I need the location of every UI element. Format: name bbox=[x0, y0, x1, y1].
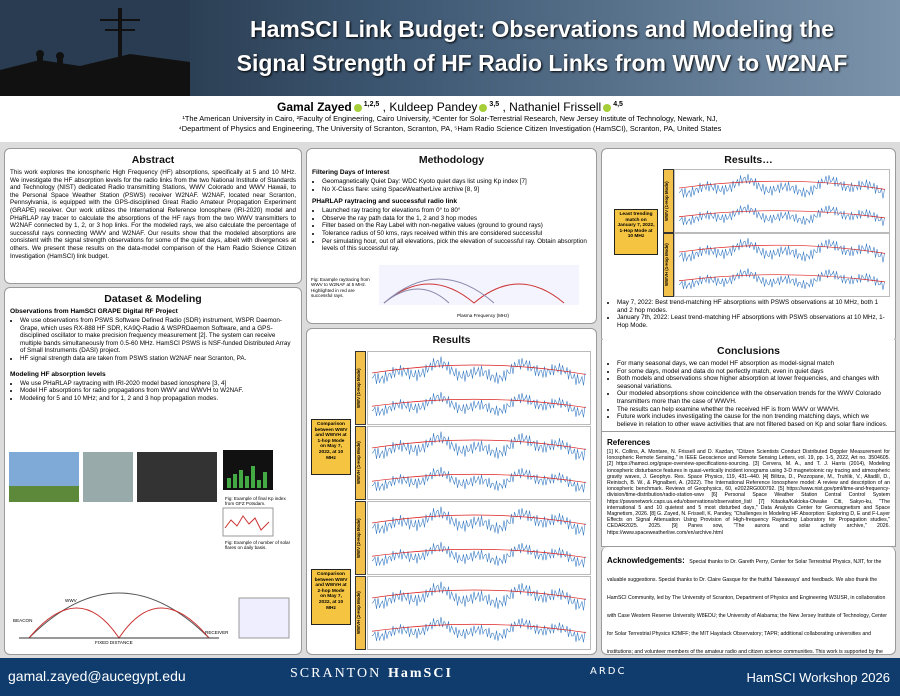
results-panel: Results WWV (1-Hop Mode) WWVH (1-Hop Mode… bbox=[306, 328, 597, 655]
affiliation: ⁴Department of Physics and Engineering, … bbox=[178, 124, 722, 133]
panel-label: WWV (2-Hop Mode) bbox=[355, 501, 366, 575]
bullet: Launched ray tracing for elevations from… bbox=[322, 207, 591, 215]
caption: Fig: Example raytracing from WWV to W2NA… bbox=[311, 277, 370, 299]
logo: HamSCI bbox=[388, 666, 453, 681]
results-panel: Results… Least trending match on January… bbox=[601, 148, 896, 343]
dataset-panel: Dataset & Modeling Observations from Ham… bbox=[4, 287, 302, 655]
bullet-list: May 7, 2022: Best trend-matching HF abso… bbox=[607, 299, 890, 329]
diagram-label: RECEIVER bbox=[205, 630, 229, 635]
bullet: Geomagnetically Quiet Day: WDC Kyoto qui… bbox=[322, 178, 591, 186]
bullet: Both models and observations show higher… bbox=[617, 375, 890, 390]
bullet-list: We use PHaRLAP raytracing with IRI-2020 … bbox=[10, 380, 296, 403]
panel-label: WWVH (1-Hop Mode) bbox=[355, 426, 366, 500]
bullet: Per simulating hour, out of all elevatio… bbox=[322, 238, 591, 253]
acknowledgements-text: Special thanks to Dr. Gareth Perry, Cent… bbox=[607, 559, 887, 655]
author-affil: 1,2,5 bbox=[363, 101, 380, 108]
abstract-text: This work explores the ionospheric High … bbox=[10, 169, 296, 260]
bullet: Modeling for 5 and 10 MHz; and for 1, 2 … bbox=[20, 395, 296, 403]
plot bbox=[367, 501, 591, 575]
heading: Results… bbox=[724, 154, 773, 166]
author-affil: 3,5 bbox=[489, 101, 500, 108]
plot bbox=[367, 576, 591, 650]
note: Least trending match on January 7, 2022,… bbox=[614, 209, 658, 255]
panel-label: WWVH (2-Hop Mode) bbox=[355, 576, 366, 650]
bullet: May 7, 2022: Best trend-matching HF abso… bbox=[617, 299, 890, 314]
panel-label: WWVH (1-Hop Mode) bbox=[663, 233, 674, 297]
bullet: Observe the ray path data for the 1, 2 a… bbox=[322, 215, 591, 223]
bullet-list: Geomagnetically Quiet Day: WDC Kyoto qui… bbox=[312, 178, 591, 193]
note: Comparison between WWV and WWVH at 1-hop… bbox=[311, 419, 351, 475]
heading: Acknowledgements: bbox=[607, 556, 685, 565]
heading: Conclusions bbox=[716, 345, 780, 357]
subheading: Filtering Days of Interest bbox=[312, 169, 390, 176]
bullet: No X-Class flare: using SpaceWeatherLive… bbox=[322, 186, 591, 194]
event: HamSCI Workshop 2026 bbox=[746, 670, 890, 685]
heading: Results bbox=[432, 334, 471, 346]
author-name: , Nathaniel Frissell bbox=[502, 100, 602, 114]
bullet: Tolerance radius of 50 kms, rays receive… bbox=[322, 230, 591, 238]
diagram-label: FIXED DISTANCE bbox=[95, 640, 133, 645]
caption: Fig: Example of number of solar flares o… bbox=[225, 540, 291, 551]
heading: Methodology bbox=[418, 154, 485, 166]
title-line: Signal Strength of HF Radio Links from W… bbox=[236, 50, 848, 76]
bullet-list: Launched ray tracing for elevations from… bbox=[312, 207, 591, 253]
plot bbox=[367, 351, 591, 425]
footer: gamal.zayed@aucegypt.edu SCRANTON HamSCI… bbox=[0, 658, 900, 696]
references-panel: References [1] K. Collins, A. Montare, N… bbox=[601, 432, 896, 547]
figures bbox=[9, 450, 290, 639]
diagram-label: BEACON bbox=[13, 618, 33, 623]
logo: SCRANTON bbox=[290, 666, 382, 681]
header: HamSCI Link Budget: Observations and Mod… bbox=[0, 0, 900, 96]
bullet: January 7th, 2022: Least trend-matching … bbox=[617, 314, 890, 329]
references-text: [1] K. Collins, A. Montare, N. Frissell … bbox=[607, 449, 890, 536]
title-line: HamSCI Link Budget: Observations and Mod… bbox=[250, 16, 834, 42]
header-photo bbox=[0, 0, 190, 96]
author-list: Gamal Zayed 1,2,5 , Kuldeep Pandey 3,5 , N… bbox=[0, 100, 900, 114]
bullet: Filter based on the Ray Label with non-n… bbox=[322, 222, 591, 230]
subheading: PHaRLAP raytracing and successful radio … bbox=[312, 198, 457, 206]
logo: ARDC bbox=[590, 666, 627, 677]
bullet: For some days, model and data do not per… bbox=[617, 368, 890, 376]
heading: Dataset & Modeling bbox=[104, 293, 202, 305]
panel-label: WWV (1-Hop Mode) bbox=[355, 351, 366, 425]
heading: References bbox=[607, 438, 651, 447]
raytrace-figure bbox=[379, 265, 579, 305]
bullet: We use PHaRLAP raytracing with IRI-2020 … bbox=[20, 380, 296, 388]
axis-label: Plasma Frequency (MHz) bbox=[457, 313, 510, 318]
bullet: For many seasonal days, we can model HF … bbox=[617, 360, 890, 368]
heading: Abstract bbox=[131, 154, 175, 166]
caption: Fig: Example of final Kp index from GFZ … bbox=[225, 496, 286, 507]
bullet: The results can help examine whether the… bbox=[617, 406, 890, 414]
bullet: Our modeled absorptions show coincidence… bbox=[617, 390, 890, 405]
bullet: Future work includes investigating the c… bbox=[617, 413, 890, 428]
author-name: , Kuldeep Pandey bbox=[382, 100, 478, 114]
plot bbox=[674, 233, 890, 297]
methodology-panel: Methodology Filtering Days of Interest G… bbox=[306, 148, 597, 324]
conclusions-panel: Conclusions For many seasonal days, we c… bbox=[601, 340, 896, 432]
note: Comparison between WWV and WWVH at 2-hop… bbox=[311, 569, 351, 625]
email: gamal.zayed@aucegypt.edu bbox=[8, 668, 186, 684]
author-affil: 4,5 bbox=[613, 101, 623, 108]
bullet: We use observations from PSWS Software D… bbox=[20, 317, 296, 355]
subheading: Modeling HF absorption levels bbox=[10, 370, 106, 378]
bullet-list: We use observations from PSWS Software D… bbox=[10, 317, 296, 363]
diagram-label: WWV bbox=[65, 598, 77, 603]
panel-label: WWV (1-Hop Mode) bbox=[663, 169, 674, 233]
acknowledgements-panel: Acknowledgements: Special thanks to Dr. … bbox=[601, 547, 896, 655]
plot bbox=[367, 426, 591, 500]
abstract-panel: Abstract This work explores the ionosphe… bbox=[4, 148, 302, 284]
affiliation: ¹The American University in Cairo, ²Facu… bbox=[182, 114, 718, 123]
bullet: Model HF absorptions for radio propagati… bbox=[20, 387, 296, 395]
author-name: Gamal Zayed bbox=[277, 100, 352, 114]
bullet-list: For many seasonal days, we can model HF … bbox=[607, 360, 890, 428]
plot bbox=[674, 169, 890, 233]
bullet: HF signal strength data are taken from P… bbox=[20, 355, 296, 363]
authors-band: Gamal Zayed 1,2,5 , Kuldeep Pandey 3,5 , N… bbox=[0, 96, 900, 142]
subheading: Observations from HamSCI GRAPE Digital R… bbox=[10, 308, 178, 315]
